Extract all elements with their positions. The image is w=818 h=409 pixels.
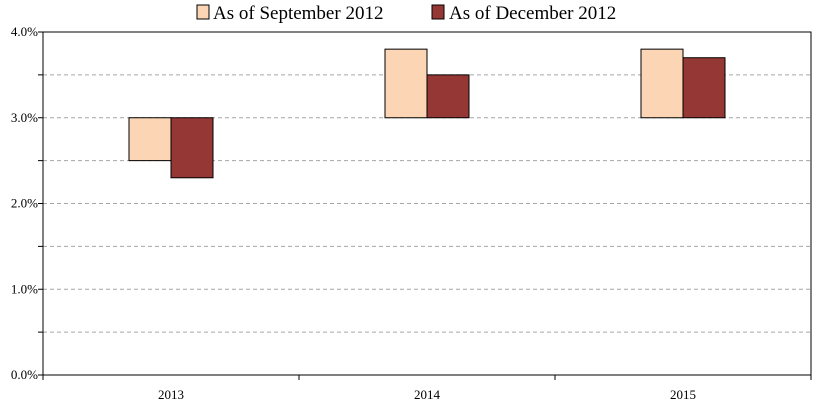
axes — [38, 31, 812, 380]
legend-label-december: As of December 2012 — [449, 3, 616, 24]
bar-december-2015 — [682, 57, 726, 119]
legend-label-september: As of September 2012 — [213, 3, 383, 24]
bars — [128, 48, 726, 179]
y-tick-label: 3.0% — [11, 110, 38, 125]
bar-september-2014 — [384, 48, 428, 119]
bar-december-2013 — [170, 117, 214, 179]
y-tick-labels: 0.0% 1.0% 2.0% 3.0% 4.0% — [11, 24, 38, 382]
y-tick-label: 2.0% — [11, 196, 38, 211]
y-tick-label: 1.0% — [11, 281, 38, 296]
x-tick-label: 2015 — [670, 387, 696, 402]
legend-swatch-september — [196, 4, 210, 20]
bar-december-2014 — [426, 74, 470, 119]
x-tick-label: 2013 — [158, 387, 184, 402]
bar-september-2013 — [128, 117, 172, 162]
x-tick-label: 2014 — [414, 387, 441, 402]
x-tick-labels: 2013 2014 2015 — [158, 387, 696, 402]
y-tick-label: 0.0% — [11, 367, 38, 382]
y-tick-label: 4.0% — [11, 24, 38, 39]
legend-swatch-december — [431, 4, 445, 20]
legend: As of September 2012 As of December 2012 — [196, 3, 616, 24]
bar-september-2015 — [640, 48, 684, 119]
